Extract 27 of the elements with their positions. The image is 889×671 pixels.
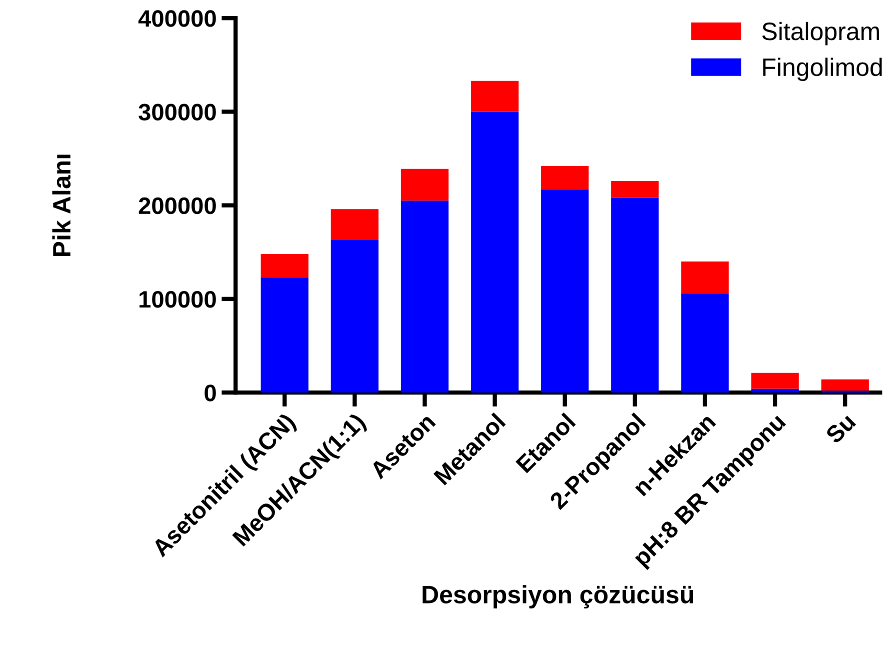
bar bbox=[681, 261, 729, 294]
x-axis-title: Desorpsiyon çözücüsü bbox=[422, 585, 694, 608]
bar bbox=[260, 254, 308, 278]
bar bbox=[330, 209, 378, 240]
y-tick-label: 100000 bbox=[140, 291, 216, 308]
bar bbox=[330, 240, 378, 393]
bar bbox=[470, 112, 519, 393]
y-tick-label: 300000 bbox=[138, 104, 216, 121]
y-tick-label: 0 bbox=[204, 384, 216, 402]
x-tick-label: Su bbox=[824, 412, 856, 444]
legend-label: Fingolimod bbox=[763, 58, 882, 82]
bar bbox=[400, 168, 449, 201]
bar bbox=[470, 80, 519, 112]
bar bbox=[681, 293, 729, 393]
y-tick-label: 400000 bbox=[138, 10, 216, 27]
bar bbox=[260, 277, 308, 393]
bar bbox=[541, 189, 589, 393]
y-tick-label: 200000 bbox=[138, 197, 216, 214]
y-axis-title: Pik Alanı bbox=[52, 154, 71, 256]
bar bbox=[821, 379, 869, 391]
bar bbox=[611, 198, 659, 393]
bar bbox=[400, 200, 449, 393]
bar bbox=[751, 388, 799, 393]
bar bbox=[541, 166, 589, 190]
bar bbox=[611, 180, 659, 198]
legend-label: Sitalopram bbox=[762, 22, 879, 46]
bar bbox=[751, 372, 799, 389]
